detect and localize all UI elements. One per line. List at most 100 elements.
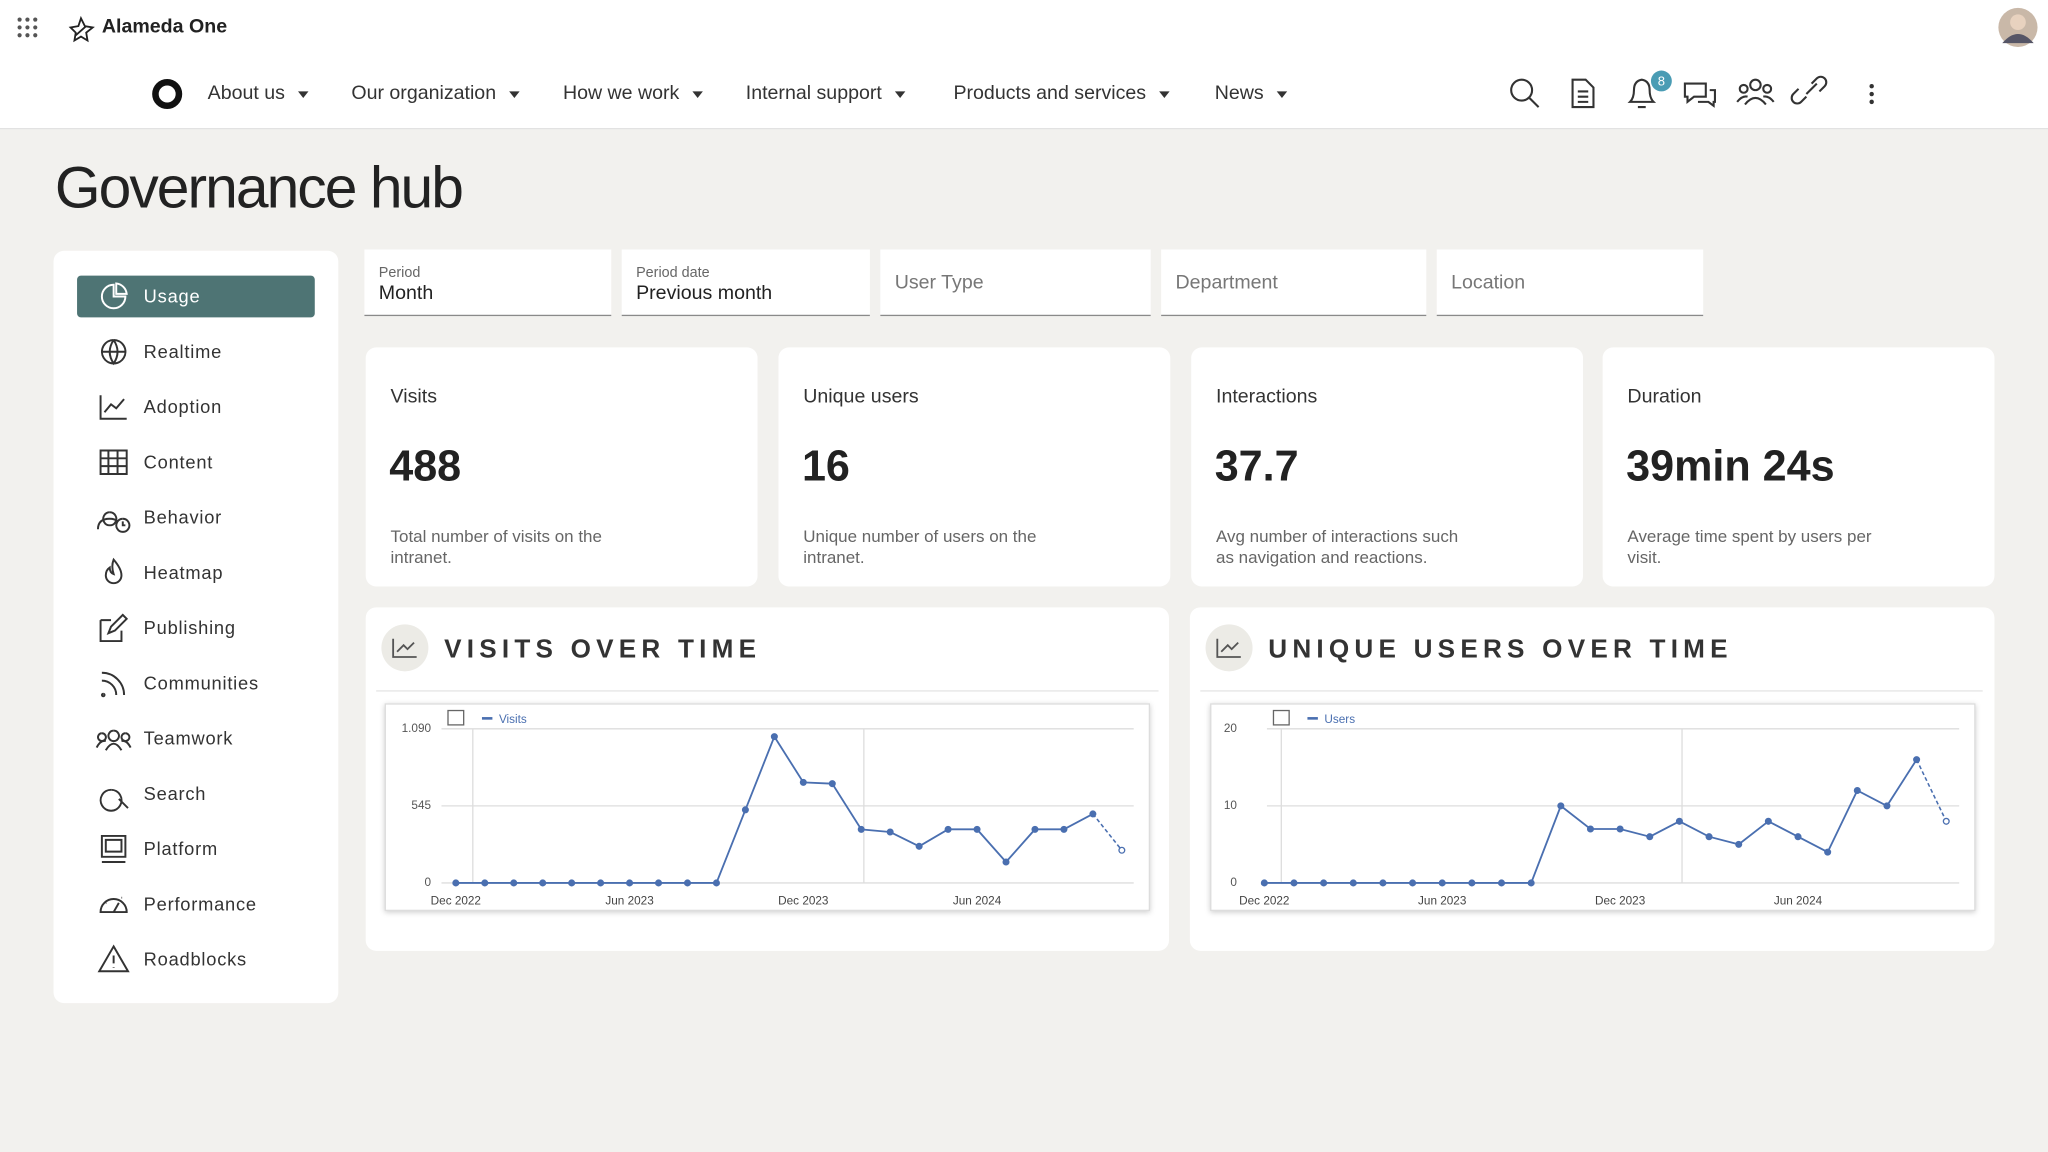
filter-label: Period date [636, 265, 710, 281]
filter-value: Month [378, 282, 434, 305]
nav-item[interactable]: Our organization [351, 82, 496, 104]
app-name[interactable]: Alameda One [101, 15, 228, 38]
sidebar-item[interactable]: Behavior [144, 507, 222, 528]
sidebar-item[interactable]: Search [144, 783, 207, 804]
sidebar-item[interactable]: Heatmap [144, 562, 224, 583]
x-tick-label: Jun 2024 [953, 894, 1002, 907]
point [1883, 802, 1891, 810]
sidebar-item[interactable]: Usage [144, 286, 201, 307]
sidebar-icon [96, 511, 131, 533]
point [1031, 825, 1039, 833]
point [741, 806, 749, 814]
kpi-value: 39min 24s [1626, 441, 1835, 490]
filter-placeholder: Location [1451, 271, 1526, 294]
point [1764, 817, 1772, 825]
point [770, 733, 778, 741]
line-partial [1092, 813, 1123, 851]
sidebar-item[interactable]: Performance [144, 893, 257, 914]
point [1557, 802, 1565, 810]
chart-title: UNIQUE USERS OVER TIME [1268, 633, 1733, 663]
point [915, 842, 923, 850]
notification-count: 8 [1658, 74, 1665, 89]
filter-placeholder: Department [1175, 271, 1278, 294]
y-tick-label: 20 [1224, 722, 1238, 735]
y-tick-label: 545 [411, 799, 431, 812]
point [973, 825, 981, 833]
legend-label: Visits [499, 713, 527, 726]
point [1468, 879, 1476, 887]
point [1616, 825, 1624, 833]
nav-item[interactable]: News [1215, 82, 1264, 104]
y-tick-label: 10 [1224, 799, 1238, 812]
filter[interactable]: Location [1436, 249, 1704, 317]
x-tick-label: Dec 2023 [1595, 894, 1646, 907]
point [510, 879, 518, 887]
sidebar-icon [99, 395, 127, 420]
point [626, 879, 634, 887]
point [1349, 879, 1357, 887]
kpi-description: Average time spent by users per visit. [1627, 526, 1872, 567]
more-icon[interactable] [1869, 83, 1874, 105]
nav-item[interactable]: Internal support [746, 82, 883, 104]
avatar[interactable] [1998, 7, 2038, 48]
kpi-card: Visits 488 Total number of visits on the i… [365, 347, 758, 587]
point [1379, 879, 1387, 887]
nav-item[interactable]: About us [208, 82, 285, 104]
filter[interactable]: Period date Previous month [621, 249, 870, 317]
point [481, 879, 489, 887]
sidebar-item[interactable]: Teamwork [144, 728, 234, 749]
page-title: Governance hub [54, 154, 464, 221]
chart-box [384, 703, 1151, 912]
chart-header-icon [1205, 624, 1253, 672]
sidebar-item[interactable]: Adoption [144, 396, 222, 417]
kpi-value: 37.7 [1214, 441, 1299, 490]
sidebar-item[interactable]: Roadblocks [144, 949, 247, 970]
sidebar-item[interactable]: Realtime [144, 341, 222, 362]
point [1118, 846, 1126, 854]
filter[interactable]: User Type [880, 249, 1151, 317]
point [886, 828, 894, 836]
nav-item[interactable]: How we work [563, 82, 680, 104]
sidebar-icon [99, 449, 128, 475]
sidebar-item[interactable]: Communities [144, 672, 259, 693]
sidebar-icon [100, 671, 126, 698]
chart-title: VISITS OVER TIME [444, 633, 761, 663]
point [1794, 833, 1802, 841]
point [452, 879, 460, 887]
point [1646, 833, 1654, 841]
kpi-card: Duration 39min 24s Average time spent by u… [1602, 347, 1995, 587]
point [1853, 786, 1861, 794]
legend-label: Users [1324, 713, 1355, 726]
org-logo[interactable] [152, 79, 183, 110]
point [1824, 848, 1832, 856]
point [712, 879, 720, 887]
sidebar-item[interactable]: Content [144, 451, 213, 472]
point [1320, 879, 1328, 887]
app-logo [68, 15, 95, 43]
point [1409, 879, 1417, 887]
sidebar-icon [99, 788, 129, 812]
point [1913, 756, 1921, 764]
apps-icon[interactable] [17, 17, 38, 38]
point [539, 879, 547, 887]
point [1527, 879, 1535, 887]
sidebar-icon [100, 282, 128, 310]
kpi-card: Unique users 16 Unique number of users on … [778, 347, 1171, 587]
chart-header-icon [381, 624, 429, 672]
chart-header-icon-glyph [392, 638, 417, 658]
sidebar-item[interactable]: Platform [144, 838, 218, 859]
sidebar-item[interactable]: Publishing [144, 617, 236, 638]
point [828, 780, 836, 788]
y-tick-label: 0 [1230, 876, 1237, 889]
filter[interactable]: Department [1161, 249, 1427, 317]
sidebar-active [77, 275, 315, 318]
point [1942, 817, 1950, 825]
kpi-description: Avg number of interactions such as navig… [1215, 526, 1459, 567]
kpi-card: Interactions 37.7 Avg number of interactio… [1191, 347, 1584, 587]
filter[interactable]: Period Month [364, 249, 612, 317]
toolbar-icons[interactable] [1510, 75, 1828, 109]
kpi-description: Unique number of users on the intranet. [803, 526, 1037, 567]
nav-item[interactable]: Products and services [953, 82, 1146, 104]
chart-image-icon [447, 709, 465, 726]
